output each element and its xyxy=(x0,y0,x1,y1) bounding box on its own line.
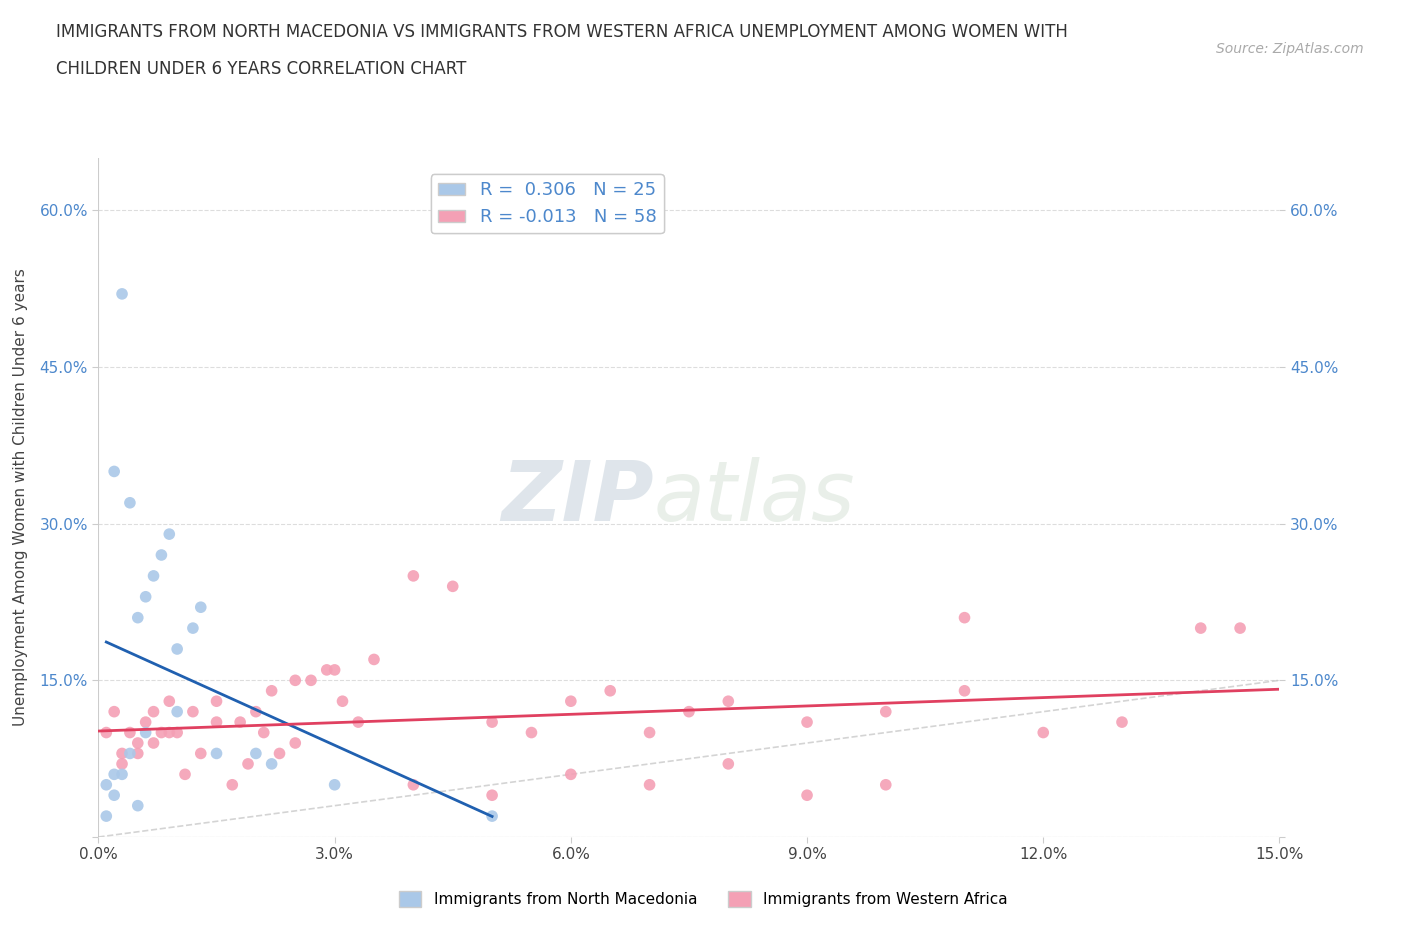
Point xyxy=(245,704,267,719)
Point xyxy=(269,746,291,761)
Point xyxy=(135,725,157,740)
Point xyxy=(402,777,425,792)
Point xyxy=(118,746,141,761)
Point xyxy=(481,788,503,803)
Point xyxy=(181,620,204,635)
Point xyxy=(142,568,165,583)
Point xyxy=(135,590,157,604)
Point xyxy=(560,694,582,709)
Point xyxy=(96,809,118,824)
Text: atlas: atlas xyxy=(654,457,855,538)
Point xyxy=(118,496,141,511)
Point xyxy=(1032,725,1054,740)
Point xyxy=(127,746,149,761)
Point xyxy=(315,662,337,677)
Legend: R =  0.306   N = 25, R = -0.013   N = 58: R = 0.306 N = 25, R = -0.013 N = 58 xyxy=(430,174,664,233)
Point xyxy=(323,662,346,677)
Point xyxy=(142,704,165,719)
Legend: Immigrants from North Macedonia, Immigrants from Western Africa: Immigrants from North Macedonia, Immigra… xyxy=(392,884,1014,913)
Y-axis label: Unemployment Among Women with Children Under 6 years: Unemployment Among Women with Children U… xyxy=(14,269,28,726)
Point xyxy=(157,694,180,709)
Point xyxy=(103,788,125,803)
Point xyxy=(245,746,267,761)
Point xyxy=(127,736,149,751)
Point xyxy=(1229,620,1251,635)
Point xyxy=(205,714,228,729)
Point xyxy=(229,714,252,729)
Point xyxy=(638,777,661,792)
Point xyxy=(205,694,228,709)
Point xyxy=(284,736,307,751)
Point xyxy=(157,526,180,541)
Point xyxy=(221,777,243,792)
Point xyxy=(363,652,385,667)
Point xyxy=(253,725,276,740)
Point xyxy=(127,610,149,625)
Point xyxy=(103,767,125,782)
Point xyxy=(96,777,118,792)
Point xyxy=(96,725,118,740)
Point xyxy=(190,600,212,615)
Point xyxy=(111,286,134,301)
Point xyxy=(260,756,283,771)
Point xyxy=(190,746,212,761)
Point xyxy=(205,746,228,761)
Point xyxy=(118,725,141,740)
Point xyxy=(875,777,897,792)
Point xyxy=(560,767,582,782)
Point xyxy=(638,725,661,740)
Point xyxy=(111,767,134,782)
Point xyxy=(284,673,307,688)
Point xyxy=(111,746,134,761)
Point xyxy=(157,725,180,740)
Point xyxy=(166,704,188,719)
Point xyxy=(323,777,346,792)
Point xyxy=(347,714,370,729)
Point xyxy=(236,756,259,771)
Point xyxy=(953,684,976,698)
Point xyxy=(127,798,149,813)
Point xyxy=(111,756,134,771)
Point xyxy=(953,610,976,625)
Point xyxy=(299,673,322,688)
Point xyxy=(1189,620,1212,635)
Point xyxy=(135,714,157,729)
Point xyxy=(181,704,204,719)
Point xyxy=(796,714,818,729)
Point xyxy=(142,736,165,751)
Text: CHILDREN UNDER 6 YEARS CORRELATION CHART: CHILDREN UNDER 6 YEARS CORRELATION CHART xyxy=(56,60,467,78)
Point xyxy=(875,704,897,719)
Point xyxy=(1111,714,1133,729)
Point xyxy=(717,756,740,771)
Point xyxy=(174,767,197,782)
Point xyxy=(599,684,621,698)
Point xyxy=(166,642,188,657)
Point xyxy=(481,714,503,729)
Point xyxy=(481,809,503,824)
Point xyxy=(260,684,283,698)
Point xyxy=(103,464,125,479)
Point xyxy=(717,694,740,709)
Point xyxy=(166,725,188,740)
Text: ZIP: ZIP xyxy=(501,457,654,538)
Point xyxy=(520,725,543,740)
Point xyxy=(402,568,425,583)
Point xyxy=(150,725,173,740)
Point xyxy=(441,578,464,593)
Point xyxy=(103,704,125,719)
Point xyxy=(150,548,173,563)
Point xyxy=(332,694,354,709)
Text: Source: ZipAtlas.com: Source: ZipAtlas.com xyxy=(1216,42,1364,56)
Text: IMMIGRANTS FROM NORTH MACEDONIA VS IMMIGRANTS FROM WESTERN AFRICA UNEMPLOYMENT A: IMMIGRANTS FROM NORTH MACEDONIA VS IMMIG… xyxy=(56,23,1069,41)
Point xyxy=(678,704,700,719)
Point xyxy=(796,788,818,803)
